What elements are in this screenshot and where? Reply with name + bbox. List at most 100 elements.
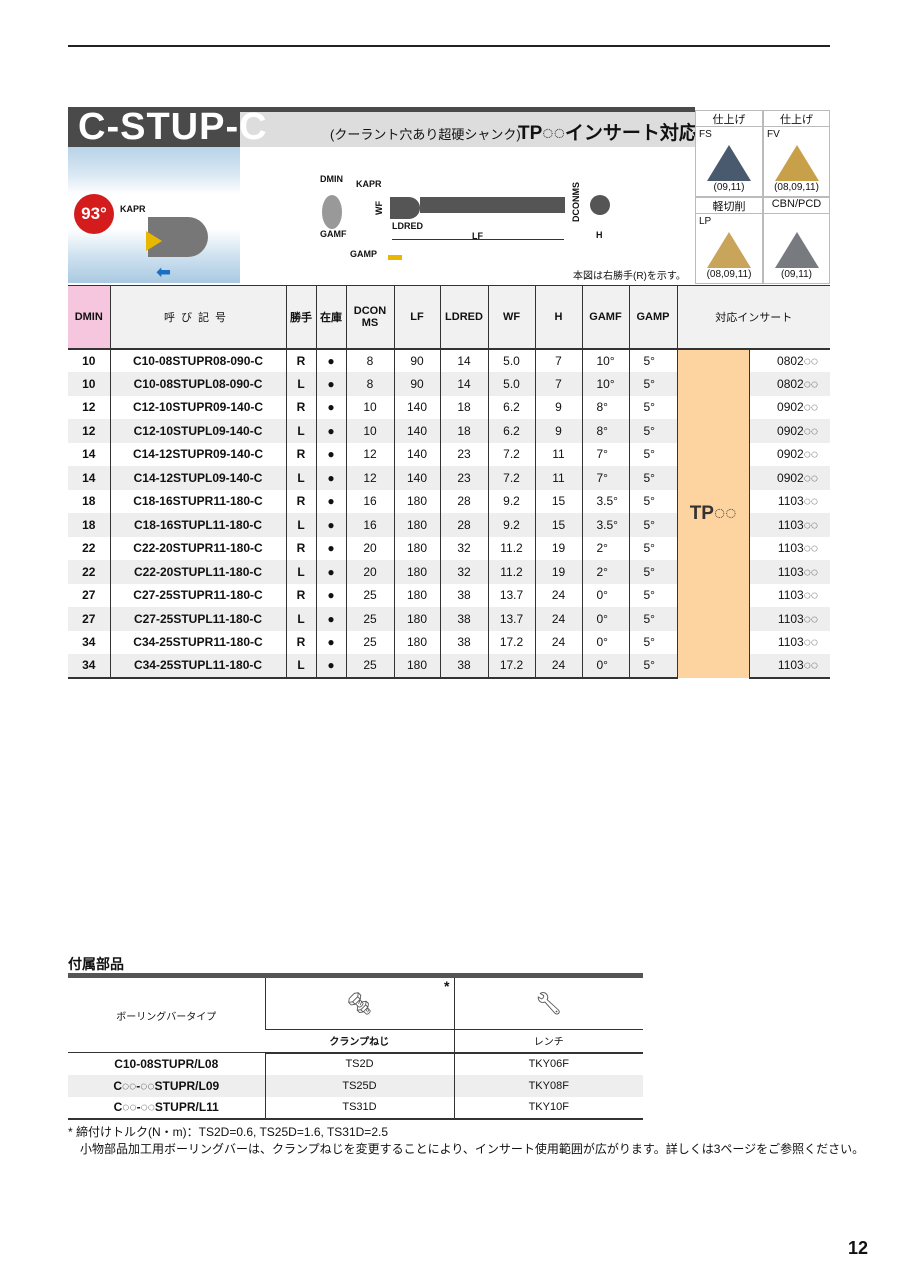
cell: 5° bbox=[628, 654, 677, 679]
cell: 10 bbox=[68, 372, 110, 396]
acc-col-screw: クランプねじ bbox=[265, 1029, 454, 1054]
cell: 11 bbox=[534, 466, 582, 490]
cell: C10-08STUPR/L08 bbox=[114, 1056, 219, 1071]
insert-triangle-icon bbox=[774, 145, 819, 181]
cell: 10 bbox=[345, 395, 394, 419]
cell: 19 bbox=[534, 560, 582, 584]
cell: L bbox=[285, 560, 316, 584]
gamf-label: GAMF bbox=[320, 229, 347, 239]
cell: 12 bbox=[82, 400, 96, 415]
cell: 34 bbox=[82, 635, 96, 650]
insert-sizes: (08,09,11) bbox=[774, 182, 819, 193]
cell: 180 bbox=[393, 489, 440, 513]
cell: 140 bbox=[393, 466, 440, 490]
cell: L bbox=[285, 607, 316, 631]
cell: 3.5° bbox=[581, 489, 629, 513]
cell: 11.2 bbox=[487, 536, 535, 560]
cell: 7° bbox=[581, 442, 629, 466]
cell: C27-25STUPR11-180-C bbox=[109, 583, 286, 607]
cell: 11.2 bbox=[487, 560, 535, 584]
cell: 24 bbox=[534, 654, 582, 679]
insert-triangle-icon bbox=[707, 232, 751, 268]
cell: ● bbox=[315, 536, 346, 560]
cell: 5° bbox=[628, 513, 677, 537]
cell: ● bbox=[315, 466, 346, 490]
cell: 9 bbox=[534, 395, 582, 419]
cell: 9.2 bbox=[487, 489, 535, 513]
cell: 17.2 bbox=[487, 654, 535, 679]
cell: 23 bbox=[439, 466, 488, 490]
table-row: 14 C14-12STUPL09-140-C L ● 12 140 23 7.2 11 7° 5° 0… bbox=[68, 466, 830, 490]
cell: 38 bbox=[439, 607, 488, 631]
cell: ● bbox=[315, 372, 346, 396]
cell: 32 bbox=[439, 560, 488, 584]
cell: 20 bbox=[345, 560, 394, 584]
cell: ● bbox=[315, 607, 346, 631]
cell: TS31D bbox=[264, 1096, 454, 1120]
cell: ● bbox=[315, 395, 346, 419]
h-label: H bbox=[596, 230, 603, 240]
col-stock: 在庫 bbox=[315, 285, 346, 350]
cell: 1103◌◌ bbox=[748, 560, 830, 584]
cell: 140 bbox=[393, 395, 440, 419]
footnotes: * 締付けトルク(N・m)：TS2D=0.6, TS25D=1.6, TS31D… bbox=[68, 1124, 864, 1158]
angle-badge: 93° bbox=[74, 194, 114, 234]
cell: 1103◌◌ bbox=[748, 654, 830, 679]
cell: 10° bbox=[581, 372, 629, 396]
subtitle-band bbox=[240, 112, 695, 147]
cell: 1103◌◌ bbox=[748, 513, 830, 537]
kapr-diagram-label: KAPR bbox=[356, 179, 382, 189]
cell: 14 bbox=[82, 447, 96, 462]
cell: 5.0 bbox=[487, 348, 535, 372]
cell: 0902◌◌ bbox=[748, 442, 830, 466]
cell: 5° bbox=[628, 372, 677, 396]
cell: ● bbox=[315, 630, 346, 654]
table-row: 34 C34-25STUPL11-180-C L ● 25 180 38 17.2 24 0° 5°… bbox=[68, 654, 830, 679]
table-row: 34 C34-25STUPR11-180-C R ● 25 180 38 17.2 24 0° 5°… bbox=[68, 630, 830, 654]
cell: 7 bbox=[534, 348, 582, 372]
shank-section-shape bbox=[590, 195, 610, 215]
table-row: 12 C12-10STUPR09-140-C R ● 10 140 18 6.2 9 8° 5° 09… bbox=[68, 395, 830, 419]
cell: C27-25STUPL11-180-C bbox=[109, 607, 286, 631]
cell: 12 bbox=[345, 442, 394, 466]
insert-heading: CBN/PCD bbox=[764, 198, 829, 214]
cell: TKY08F bbox=[453, 1074, 643, 1097]
cell: 180 bbox=[393, 513, 440, 537]
gamp-insert-shape bbox=[388, 255, 402, 260]
col-ldred: LDRED bbox=[439, 285, 488, 350]
cell: 5° bbox=[628, 536, 677, 560]
accessory-row: C◌◌-◌◌STUPR/L11 TS31D TKY10F bbox=[68, 1096, 643, 1120]
cell: 1103◌◌ bbox=[748, 536, 830, 560]
cell: C10-08STUPL08-090-C bbox=[109, 372, 286, 396]
torque-note: * 締付けトルク(N・m)：TS2D=0.6, TS25D=1.6, TS31D… bbox=[68, 1125, 388, 1139]
cell: 5° bbox=[628, 419, 677, 443]
cell: 17.2 bbox=[487, 630, 535, 654]
insert-code: FV bbox=[767, 129, 780, 140]
usage-note: 小物部品加工用ボーリングバーは、クランプねじを変更することにより、インサート使用… bbox=[80, 1142, 865, 1156]
cell: 8 bbox=[345, 348, 394, 372]
insert-triangle-icon bbox=[707, 145, 751, 181]
cell: C18-16STUPL11-180-C bbox=[109, 513, 286, 537]
col-insert: 対応インサート bbox=[676, 285, 830, 350]
screw-icon: 🔩︎ bbox=[345, 990, 374, 1016]
cell: ● bbox=[315, 419, 346, 443]
cell: R bbox=[285, 348, 316, 372]
cell: 14 bbox=[68, 466, 110, 490]
cell: 13.7 bbox=[487, 583, 535, 607]
cell: 13.7 bbox=[487, 607, 535, 631]
cell: ● bbox=[315, 442, 346, 466]
table-row: 22 C22-20STUPR11-180-C R ● 20 180 32 11.2 19 2° 5°… bbox=[68, 536, 830, 560]
cell: 18 bbox=[82, 494, 96, 509]
insert-group-cell: TP◌◌ bbox=[676, 348, 750, 678]
cell: TKY06F bbox=[453, 1052, 643, 1075]
cell: 25 bbox=[345, 607, 394, 631]
cell: 24 bbox=[534, 607, 582, 631]
cell: R bbox=[285, 536, 316, 560]
cell: C34-25STUPL11-180-C bbox=[109, 654, 286, 679]
cell: C14-12STUPR09-140-C bbox=[109, 442, 286, 466]
cell: 9.2 bbox=[487, 513, 535, 537]
cell: 12 bbox=[345, 466, 394, 490]
gamp-label: GAMP bbox=[350, 249, 377, 259]
cell: C12-10STUPR09-140-C bbox=[109, 395, 286, 419]
cell: 38 bbox=[439, 630, 488, 654]
